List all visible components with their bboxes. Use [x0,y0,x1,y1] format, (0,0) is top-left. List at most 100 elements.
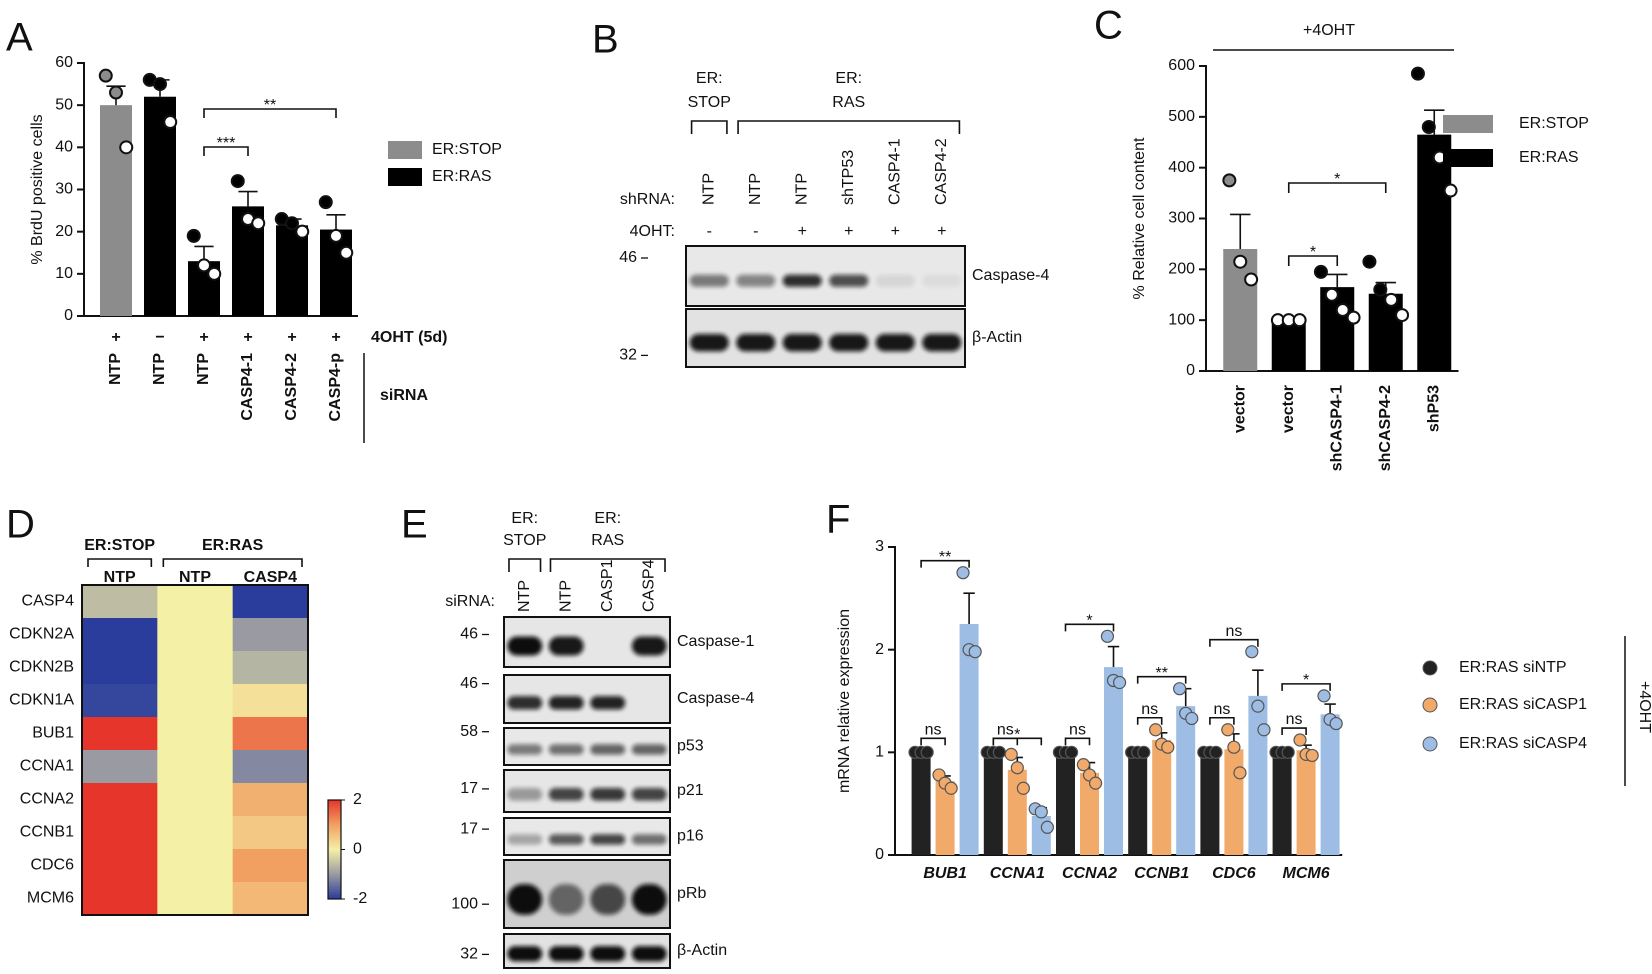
x-tick-label: CASP4-1 [239,353,256,421]
band [548,744,584,755]
bar [1320,714,1340,855]
band [507,834,543,845]
row-label: p53 [677,738,704,755]
colorbar-segment [328,871,341,874]
band [507,788,543,801]
data-point [956,566,970,580]
band [590,834,626,845]
group-label: RAS [832,94,865,111]
data-point [1088,776,1103,790]
data-point [119,140,134,155]
data-point [1346,310,1361,325]
x-tick-label: MCM6 [1283,865,1330,882]
data-point [1362,254,1377,269]
x-tick-label: shCASP4-2 [1377,385,1394,471]
significance-bracket [1136,675,1187,684]
bar [1128,752,1148,855]
colorbar-segment [328,819,341,823]
row-label: CDKN2B [9,659,74,676]
y-tick-label: 500 [1168,108,1195,125]
colorbar-segment [328,807,341,811]
group-bracket [737,120,961,134]
x-tick-label: NTP [195,353,212,385]
data-point [295,224,310,239]
heatmap-cell [232,651,309,685]
colorbar-segment [328,861,341,864]
colorbar-segment [328,879,341,882]
heatmap-cell [82,684,158,718]
colorbar-segment [328,881,341,884]
panel-letter: B [592,18,619,62]
significance-label: * [1334,171,1340,188]
bar [320,229,352,316]
band [631,788,667,801]
y-tick-label: 40 [55,139,73,156]
lane-label: CASP4-1 [886,138,903,205]
colorbar-segment [328,803,341,807]
colorbar-segment [328,829,341,833]
data-point [163,115,178,130]
legend-label: ER:RAS siNTP [1459,659,1567,676]
bar [144,96,176,316]
band [631,744,667,755]
colorbar-segment [328,863,341,866]
group-bracket [87,558,153,567]
bar [983,752,1003,855]
significance-label: *** [217,135,236,152]
heatmap-cell [232,783,309,817]
y-tick-label: 50 [55,96,73,113]
data-point [1149,723,1163,737]
band [507,696,543,710]
group-bracket [549,558,666,572]
row-label: MCM6 [27,890,74,907]
data-point [1245,645,1259,659]
band [782,274,822,287]
significance-bracket [1287,255,1339,266]
bar [1224,749,1244,855]
bar [276,225,308,316]
significance-bracket [1064,737,1091,746]
significance-bracket [1281,683,1331,691]
band [782,333,822,352]
bar [911,752,931,855]
lane-label: NTP [747,173,764,205]
band [736,333,776,352]
data-point [1384,292,1399,307]
row-label: CASP4 [22,593,75,610]
significance-label: ns [1069,721,1086,738]
row-label: pRb [677,885,706,902]
data-point [1257,723,1271,737]
colorbar-segment [328,867,341,870]
heatmap-cell [157,651,234,685]
heatmap-cell [157,783,234,817]
lane-label: NTP [557,580,574,612]
colorbar-segment [328,841,341,845]
band [548,946,584,962]
colorbar-segment [328,887,341,890]
lane-label: shTP53 [840,150,857,205]
colorbar-segment [328,885,341,888]
row-label: CCNA2 [20,791,74,808]
data-point [920,745,934,759]
data-point [944,781,958,795]
colorbar-segment [328,837,341,841]
bar [1320,287,1355,371]
row-label: β-Actin [972,329,1022,346]
data-point [339,245,354,260]
colorbar-segment [328,883,341,886]
bar [1248,695,1268,855]
colorbar-label: -2 [353,890,367,907]
colorbar-segment [328,853,341,856]
y-tick-label: 10 [55,265,73,282]
colorbar-segment [328,877,341,880]
chart-title: +4OHT [1303,22,1355,39]
colorbar-segment [328,825,341,829]
data-point [329,228,343,243]
band [507,744,543,755]
colorbar-segment [328,873,341,876]
significance-label: ** [1155,665,1167,682]
y-tick-label: 0 [64,307,73,324]
y-axis-label: % Relative cell content [1131,137,1148,299]
data-point [1112,675,1127,690]
